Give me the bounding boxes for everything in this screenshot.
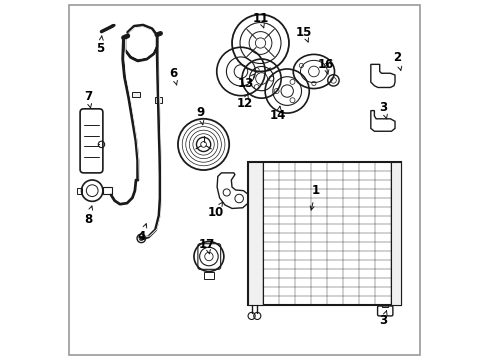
Text: 3: 3 [378,100,386,119]
Text: 9: 9 [196,106,203,125]
Text: 3: 3 [378,311,386,327]
Bar [247,162,400,305]
Text: 5: 5 [96,36,104,55]
Text: 8: 8 [83,206,92,226]
Bar [77,188,81,194]
Text: 6: 6 [169,67,177,85]
Text: 4: 4 [137,224,146,243]
Text: 2: 2 [393,51,401,71]
Text: 16: 16 [317,58,333,74]
Text: 15: 15 [296,26,312,42]
Text: 12: 12 [236,94,252,110]
Text: 7: 7 [84,90,92,108]
Bar [390,162,400,305]
Text: 14: 14 [269,106,286,122]
Bar [381,304,387,307]
Bar [132,92,139,98]
Bar [102,187,112,194]
Text: 10: 10 [207,202,224,219]
Bar [155,97,162,103]
Bar [247,162,263,305]
Text: 17: 17 [199,238,215,254]
Text: 11: 11 [252,12,268,28]
Text: 1: 1 [309,184,319,210]
Text: 13: 13 [238,74,254,90]
Bar [203,272,213,279]
